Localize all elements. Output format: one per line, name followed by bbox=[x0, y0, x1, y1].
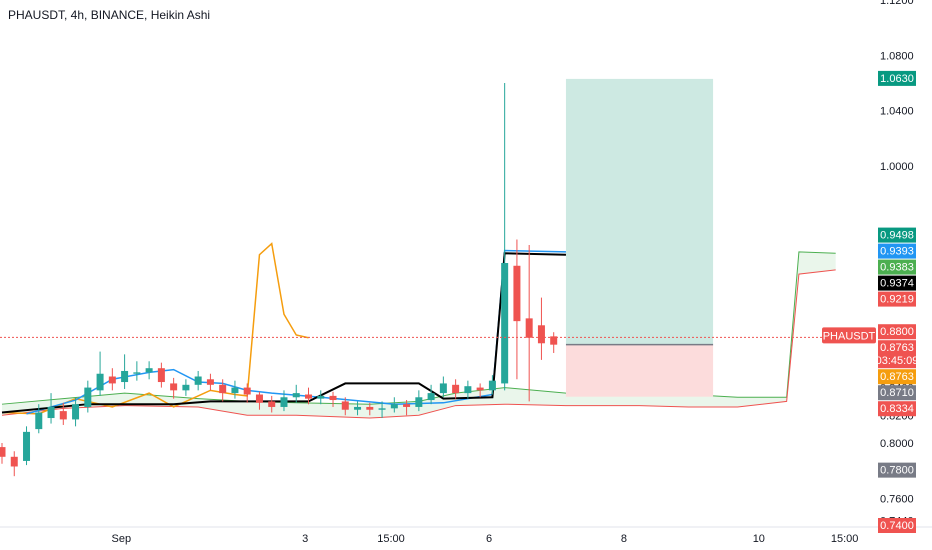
candle-body[interactable] bbox=[108, 376, 116, 384]
candle-body[interactable] bbox=[145, 368, 153, 373]
candle-body[interactable] bbox=[439, 383, 447, 394]
price-tag bbox=[878, 259, 916, 275]
candle-body[interactable] bbox=[194, 376, 202, 385]
candle-body[interactable] bbox=[525, 318, 533, 338]
candle-body[interactable] bbox=[427, 393, 435, 401]
candle-body[interactable] bbox=[59, 411, 67, 420]
position-loss-zone[interactable] bbox=[565, 344, 714, 397]
price-tag-text: 0.7800 bbox=[880, 465, 914, 477]
price-tag-text: 0.9498 bbox=[880, 230, 914, 242]
y-tick-label: 1.0000 bbox=[880, 161, 914, 173]
candle-body[interactable] bbox=[219, 384, 227, 394]
candle-body[interactable] bbox=[329, 395, 337, 401]
price-tag bbox=[878, 462, 916, 478]
price-tag-text: 0.9383 bbox=[880, 262, 914, 274]
candle-body[interactable] bbox=[84, 387, 92, 407]
candle-body[interactable] bbox=[403, 404, 411, 407]
price-tag-countdown: 03:45:09 bbox=[876, 355, 919, 367]
candle-body[interactable] bbox=[305, 394, 312, 399]
candle-body[interactable] bbox=[501, 263, 509, 384]
candle-body[interactable] bbox=[280, 397, 288, 407]
price-tag bbox=[878, 291, 916, 307]
candle-body[interactable] bbox=[35, 412, 43, 430]
candle-body[interactable] bbox=[317, 395, 325, 399]
candles[interactable] bbox=[0, 83, 558, 477]
symbol-tag: PHAUSDT bbox=[822, 327, 876, 344]
x-tick-label: 10 bbox=[753, 533, 765, 545]
x-tick-label: 15:00 bbox=[377, 533, 405, 545]
price-tag-text: 0.8800 bbox=[880, 326, 914, 338]
candle-body[interactable] bbox=[292, 393, 300, 398]
y-tick-label: 1.1200 bbox=[880, 0, 914, 7]
candle-body[interactable] bbox=[72, 404, 80, 420]
price-tag bbox=[878, 401, 916, 417]
x-tick-label: 8 bbox=[621, 533, 627, 545]
price-tags: 1.0630 0.9498 0.9393 0.9383 0.9374 0.9219 0.88… bbox=[876, 70, 919, 533]
candle-body[interactable] bbox=[390, 404, 398, 409]
candle-body[interactable] bbox=[378, 408, 386, 410]
candle-body[interactable] bbox=[206, 379, 214, 385]
y-tick-label: 0.7600 bbox=[880, 493, 914, 505]
candle-body[interactable] bbox=[96, 373, 104, 391]
candle-body[interactable] bbox=[0, 447, 6, 457]
price-tag bbox=[878, 369, 916, 385]
indicator-line-2 bbox=[1, 252, 566, 414]
candle-body[interactable] bbox=[476, 387, 484, 391]
price-tag bbox=[878, 385, 916, 401]
price-tag bbox=[878, 275, 916, 291]
price-tag bbox=[878, 70, 916, 86]
candle-body[interactable] bbox=[243, 387, 251, 395]
price-tag bbox=[878, 227, 916, 243]
price-tag bbox=[878, 340, 916, 369]
candle-body[interactable] bbox=[513, 265, 521, 322]
y-tick-label: 0.8000 bbox=[880, 438, 914, 450]
y-tick-label: 1.0800 bbox=[880, 50, 914, 62]
candle-body[interactable] bbox=[268, 401, 276, 407]
x-tick-label: 15:00 bbox=[831, 533, 859, 545]
candle-body[interactable] bbox=[170, 383, 178, 391]
price-tag-text: 1.0630 bbox=[880, 73, 914, 85]
price-tag-text: 0.7400 bbox=[880, 520, 914, 532]
price-tag-text: 0.9393 bbox=[880, 246, 914, 258]
candle-body[interactable] bbox=[464, 386, 472, 394]
candle-body[interactable] bbox=[452, 384, 460, 394]
x-tick-label: 6 bbox=[486, 533, 492, 545]
price-tag-text: 0.9219 bbox=[880, 294, 914, 306]
position-tool[interactable] bbox=[565, 78, 714, 397]
price-tag-text: 0.8334 bbox=[880, 403, 914, 415]
symbol-tag-bg bbox=[822, 327, 876, 344]
price-tag bbox=[878, 518, 916, 533]
position-profit-zone[interactable] bbox=[565, 78, 714, 345]
x-tick-label: Sep bbox=[112, 533, 132, 545]
x-tick-label: 3 bbox=[302, 533, 308, 545]
candle-body[interactable] bbox=[23, 431, 31, 461]
candle-body[interactable] bbox=[47, 406, 55, 419]
candle-body[interactable] bbox=[341, 401, 349, 410]
candle-body[interactable] bbox=[550, 336, 558, 345]
candle-body[interactable] bbox=[354, 406, 362, 410]
candle-body[interactable] bbox=[366, 406, 374, 410]
y-tick-label: 1.0400 bbox=[880, 106, 914, 118]
candle-body[interactable] bbox=[537, 325, 545, 344]
candle-body[interactable] bbox=[231, 387, 239, 394]
price-tag-text: 0.9374 bbox=[880, 278, 914, 290]
price-tag bbox=[878, 243, 916, 259]
price-tag-text: 0.8763 bbox=[880, 342, 914, 354]
candle-body[interactable] bbox=[133, 372, 141, 374]
candle-body[interactable] bbox=[415, 397, 423, 407]
chart-title: PHAUSDT, 4h, BINANCE, Heikin Ashi bbox=[8, 8, 211, 22]
candle-body[interactable] bbox=[488, 380, 496, 391]
x-axis[interactable]: Sep 3 15:00 6 8 10 15:00 bbox=[112, 533, 859, 545]
candle-body[interactable] bbox=[255, 394, 263, 403]
candle-body[interactable] bbox=[10, 456, 18, 467]
candle-body[interactable] bbox=[121, 370, 129, 383]
price-tag-text: 0.8763 bbox=[880, 371, 914, 383]
symbol-tag-text: PHAUSDT bbox=[823, 330, 876, 342]
price-tag-text: 0.8710 bbox=[880, 387, 914, 399]
candle-body[interactable] bbox=[157, 368, 165, 383]
price-tag bbox=[878, 324, 916, 340]
candle-body[interactable] bbox=[182, 384, 190, 391]
